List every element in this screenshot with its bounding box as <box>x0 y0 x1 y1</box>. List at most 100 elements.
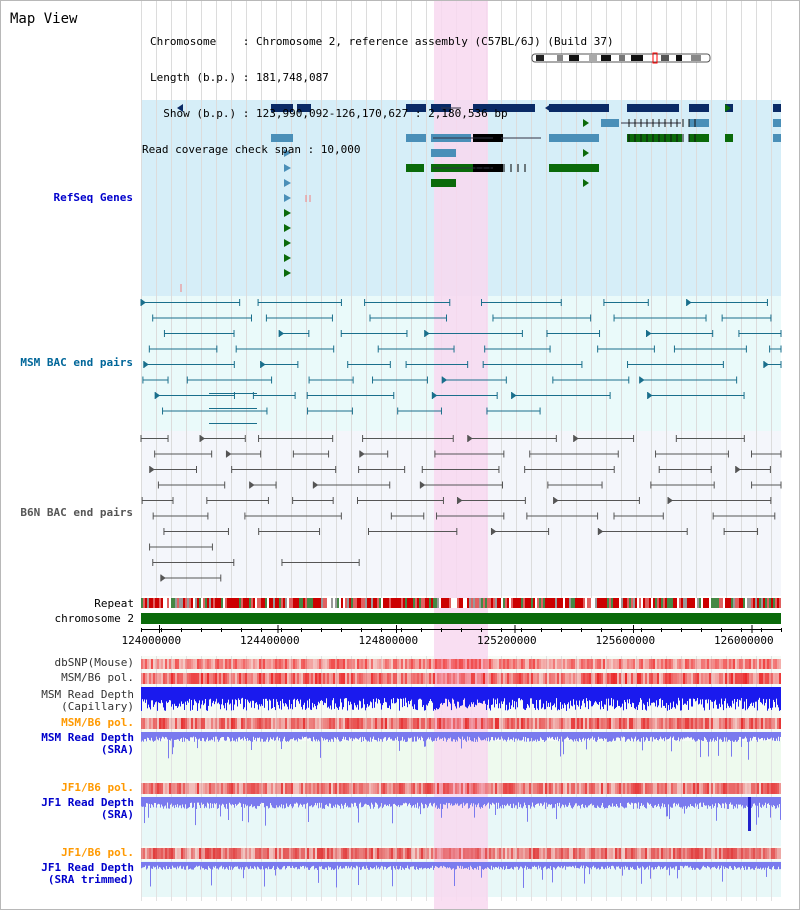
jf1-trimmed-depth-bar <box>204 862 205 870</box>
msm-capillary-depth-bar <box>690 687 691 699</box>
jf1-b6-pol-strip <box>695 783 697 794</box>
jf1-sra-depth-bar <box>438 797 439 808</box>
jf1-sra-depth-bar <box>203 797 204 804</box>
repeat-segment <box>473 598 475 608</box>
msm-b6-pol-strip <box>759 673 761 684</box>
jf1-trimmed-depth-bar <box>676 862 677 867</box>
jf1-trimmed-depth-bar <box>345 862 346 867</box>
msm-sra-depth-bar <box>457 732 458 742</box>
dbsnp-strip <box>601 659 603 669</box>
msm-b6-pol-sra-strip <box>391 718 393 729</box>
msm-b6-pol-strip <box>167 673 169 684</box>
msm-b6-pol-sra-strip <box>297 718 299 729</box>
msm-b6-pol-strip <box>141 673 143 684</box>
msm-capillary-depth-bar <box>575 687 576 710</box>
msm-sra-depth-bar <box>270 732 271 738</box>
jf1-trimmed-depth-bar <box>275 862 276 876</box>
jf1-b6-pol-2-strip <box>321 848 323 859</box>
jf1-sra-depth-bar <box>297 797 298 804</box>
jf1-sra-depth-bar <box>590 797 591 805</box>
msm-capillary-depth-bar <box>740 687 741 701</box>
jf1-b6-pol-strip <box>557 783 559 794</box>
msm-capillary-depth-bar <box>436 687 437 709</box>
dbsnp-strip <box>321 659 323 669</box>
msm-capillary-depth-bar <box>453 687 454 700</box>
msm-sra-depth-bar <box>482 732 483 741</box>
jf1-b6-pol-strip <box>477 783 479 794</box>
jf1-sra-depth-bar <box>475 797 476 805</box>
jf1-sra-depth-bar <box>239 797 240 803</box>
repeat-segment <box>575 598 577 608</box>
dbsnp-strip <box>505 659 507 669</box>
jf1-b6-pol-2-strip <box>719 848 721 859</box>
jf1-sra-depth-bar <box>197 797 198 803</box>
jf1-b6-pol-2-strip <box>459 848 461 859</box>
jf1-sra-depth-bar <box>663 797 664 808</box>
jf1-sra-depth-bar <box>605 797 606 809</box>
msm-sra-depth-bar <box>724 732 725 738</box>
msm-sra-depth-bar <box>298 732 299 739</box>
repeat-segment <box>521 598 523 608</box>
jf1-sra-depth-bar <box>573 797 574 808</box>
jf1-trimmed-depth-bar <box>404 862 405 870</box>
msm-capillary-depth-bar <box>456 687 457 709</box>
dbsnp-strip <box>371 659 373 669</box>
jf1-sra-depth-bar <box>574 797 575 806</box>
dbsnp-strip <box>589 659 591 669</box>
jf1-b6-pol-2-strip <box>227 848 229 859</box>
msm-sra-depth-bar <box>342 732 343 739</box>
dbsnp-strip <box>259 659 261 669</box>
msm-sra-depth-bar <box>566 732 567 738</box>
msm-sra-depth-bar <box>216 732 217 737</box>
msm-capillary-depth-bar <box>403 687 404 699</box>
jf1-sra-depth-bar <box>457 797 458 804</box>
msm-capillary-depth-bar <box>748 687 749 708</box>
msm-b6-pol-sra-strip <box>293 718 295 729</box>
msm-b6-pol-strip <box>351 673 353 684</box>
jf1-trimmed-depth-bar <box>210 862 211 869</box>
jf1-sra-depth-bar <box>455 797 456 804</box>
msm-capillary-depth-bar <box>733 687 734 704</box>
msm-b6-pol-strip <box>599 673 601 684</box>
jf1-b6-pol-strip <box>345 783 347 794</box>
jf1-sra-depth-bar <box>577 797 578 807</box>
jf1-b6-pol-strip <box>319 783 321 794</box>
msm-sra-depth-bar <box>356 732 357 739</box>
jf1-sra-depth-bar <box>626 797 627 808</box>
msm-sra-depth-bar <box>330 732 331 742</box>
repeat-segment <box>315 598 317 608</box>
jf1-trimmed-depth-bar <box>587 862 588 867</box>
jf1-trimmed-depth-bar <box>632 862 633 867</box>
msm-b6-pol-strip <box>355 673 357 684</box>
jf1-trimmed-depth-bar <box>424 862 425 869</box>
jf1-sra-depth-bar <box>389 797 390 805</box>
msm-b6-pol-sra-strip <box>705 718 707 729</box>
msm-b6-pol-strip <box>207 673 209 684</box>
ideogram-band <box>676 55 682 61</box>
msm-capillary-depth-bar <box>680 687 681 711</box>
jf1-trimmed-depth-bar <box>240 862 241 868</box>
jf1-b6-pol-2-strip <box>371 848 373 859</box>
jf1-b6-pol-strip <box>687 783 689 794</box>
jf1-sra-depth-bar <box>170 797 171 805</box>
jf1-b6-pol-strip <box>661 783 663 794</box>
jf1-trimmed-depth-bar <box>348 862 349 867</box>
jf1-trimmed-depth-bar <box>229 862 230 867</box>
repeat-segment <box>363 598 365 608</box>
msm-sra-depth-bar <box>602 732 603 739</box>
dbsnp-strip <box>655 659 657 669</box>
axis-tick-label: 124400000 <box>240 634 300 647</box>
jf1-trimmed-depth-bar <box>659 862 660 867</box>
msm-capillary-depth-bar <box>598 687 599 705</box>
dbsnp-strip <box>729 659 731 669</box>
msm-capillary-depth-bar <box>342 687 343 710</box>
jf1-sra-depth-bar <box>593 797 594 805</box>
jf1-sra-depth-bar <box>184 797 185 809</box>
msm-capillary-depth-bar <box>562 687 563 705</box>
dbsnp-strip <box>149 659 151 669</box>
jf1-sra-depth-bar <box>763 797 764 807</box>
msm-capillary-depth-bar <box>219 687 220 705</box>
msm-b6-pol-sra-strip <box>563 718 565 729</box>
msm-b6-pol-strip <box>245 673 247 684</box>
